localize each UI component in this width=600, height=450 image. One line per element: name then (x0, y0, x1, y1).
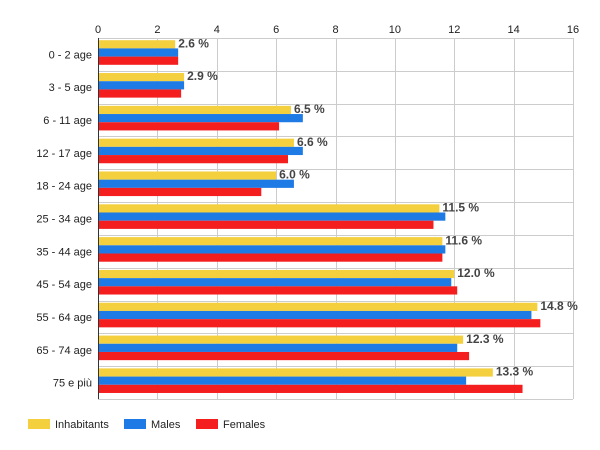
bar-males (98, 146, 303, 156)
bar-inhabitants (98, 335, 464, 344)
bar-inhabitants (98, 269, 455, 279)
data-label: 6.0 % (279, 168, 310, 182)
x-tick-label: 6 (273, 24, 279, 36)
bar-inhabitants (98, 237, 443, 246)
bar-males (98, 179, 294, 188)
category-label: 35 - 44 age (36, 246, 92, 258)
legend-swatch-males (124, 419, 146, 429)
bar-males (98, 81, 185, 90)
data-label: 12.0 % (457, 266, 495, 280)
bar-females (98, 122, 280, 131)
legend: Inhabitants Males Females (28, 419, 266, 431)
data-label: 14.8 % (540, 299, 578, 313)
data-label: 6.5 % (294, 102, 325, 116)
x-tick-label: 10 (389, 24, 401, 36)
data-label: 2.6 % (178, 36, 209, 50)
data-labels: 2.6 % 2.9 % 6.5 % 6.6 % 6.0 % 11.5 % 11.6 % 12.… (178, 36, 578, 378)
category-label: 12 - 17 age (36, 148, 92, 160)
category-label: 75 e più (53, 378, 92, 390)
category-label: 55 - 64 age (36, 312, 92, 324)
data-label: 2.9 % (187, 69, 218, 83)
bar-females (98, 155, 288, 164)
bar-inhabitants (98, 138, 294, 147)
x-tick-label: 2 (154, 24, 160, 36)
x-tick-label: 16 (567, 24, 579, 36)
bars (98, 40, 541, 393)
category-label: 3 - 5 age (49, 82, 92, 94)
bar-females (98, 89, 182, 98)
x-tick-label: 4 (214, 24, 220, 36)
category-labels: 0 - 2 age 3 - 5 age 6 - 11 age 12 - 17 age 1… (36, 49, 92, 389)
x-tick-label: 0 (95, 24, 101, 36)
x-tick-label: 12 (448, 24, 460, 36)
bar-males (98, 310, 532, 320)
bar-males (98, 212, 446, 221)
bar-females (98, 187, 262, 197)
data-label: 13.3 % (496, 365, 534, 379)
grid-lines (98, 38, 574, 400)
bar-females (98, 384, 523, 393)
bar-inhabitants (98, 302, 538, 311)
bar-males (98, 376, 467, 385)
bar-males (98, 245, 446, 254)
bar-males (98, 278, 452, 287)
bar-females (98, 351, 470, 361)
bar-females (98, 220, 434, 229)
bar-females (98, 319, 541, 328)
category-label: 25 - 34 age (36, 214, 92, 226)
legend-swatch-females (196, 419, 218, 429)
x-tick-label: 8 (332, 24, 338, 36)
legend-swatch-inhabitants (28, 419, 50, 429)
bar-females (98, 286, 458, 295)
category-label: 18 - 24 age (36, 181, 92, 193)
data-label: 11.6 % (445, 233, 482, 247)
bar-inhabitants (98, 368, 493, 377)
category-label: 65 - 74 age (36, 345, 92, 357)
legend-label-males: Males (151, 419, 181, 431)
legend-label-females: Females (223, 419, 266, 431)
data-label: 6.6 % (297, 135, 328, 149)
bar-males (98, 48, 179, 57)
category-label: 6 - 11 age (43, 115, 92, 127)
x-axis-ticks: 0 2 4 6 8 10 12 14 16 (95, 24, 579, 36)
bar-females (98, 56, 179, 65)
bar-inhabitants (98, 73, 185, 82)
bar-inhabitants (98, 204, 440, 213)
category-label: 45 - 54 age (36, 279, 92, 291)
x-tick-label: 14 (508, 24, 520, 36)
bar-males (98, 114, 303, 123)
data-label: 12.3 % (466, 332, 504, 346)
bar-inhabitants (98, 105, 291, 115)
category-label: 0 - 2 age (49, 49, 92, 61)
bar-females (98, 253, 443, 262)
bar-inhabitants (98, 171, 277, 180)
data-label: 11.5 % (442, 200, 479, 214)
bar-inhabitants (98, 40, 176, 49)
bar-males (98, 343, 458, 352)
legend-label-inhabitants: Inhabitants (55, 419, 109, 431)
